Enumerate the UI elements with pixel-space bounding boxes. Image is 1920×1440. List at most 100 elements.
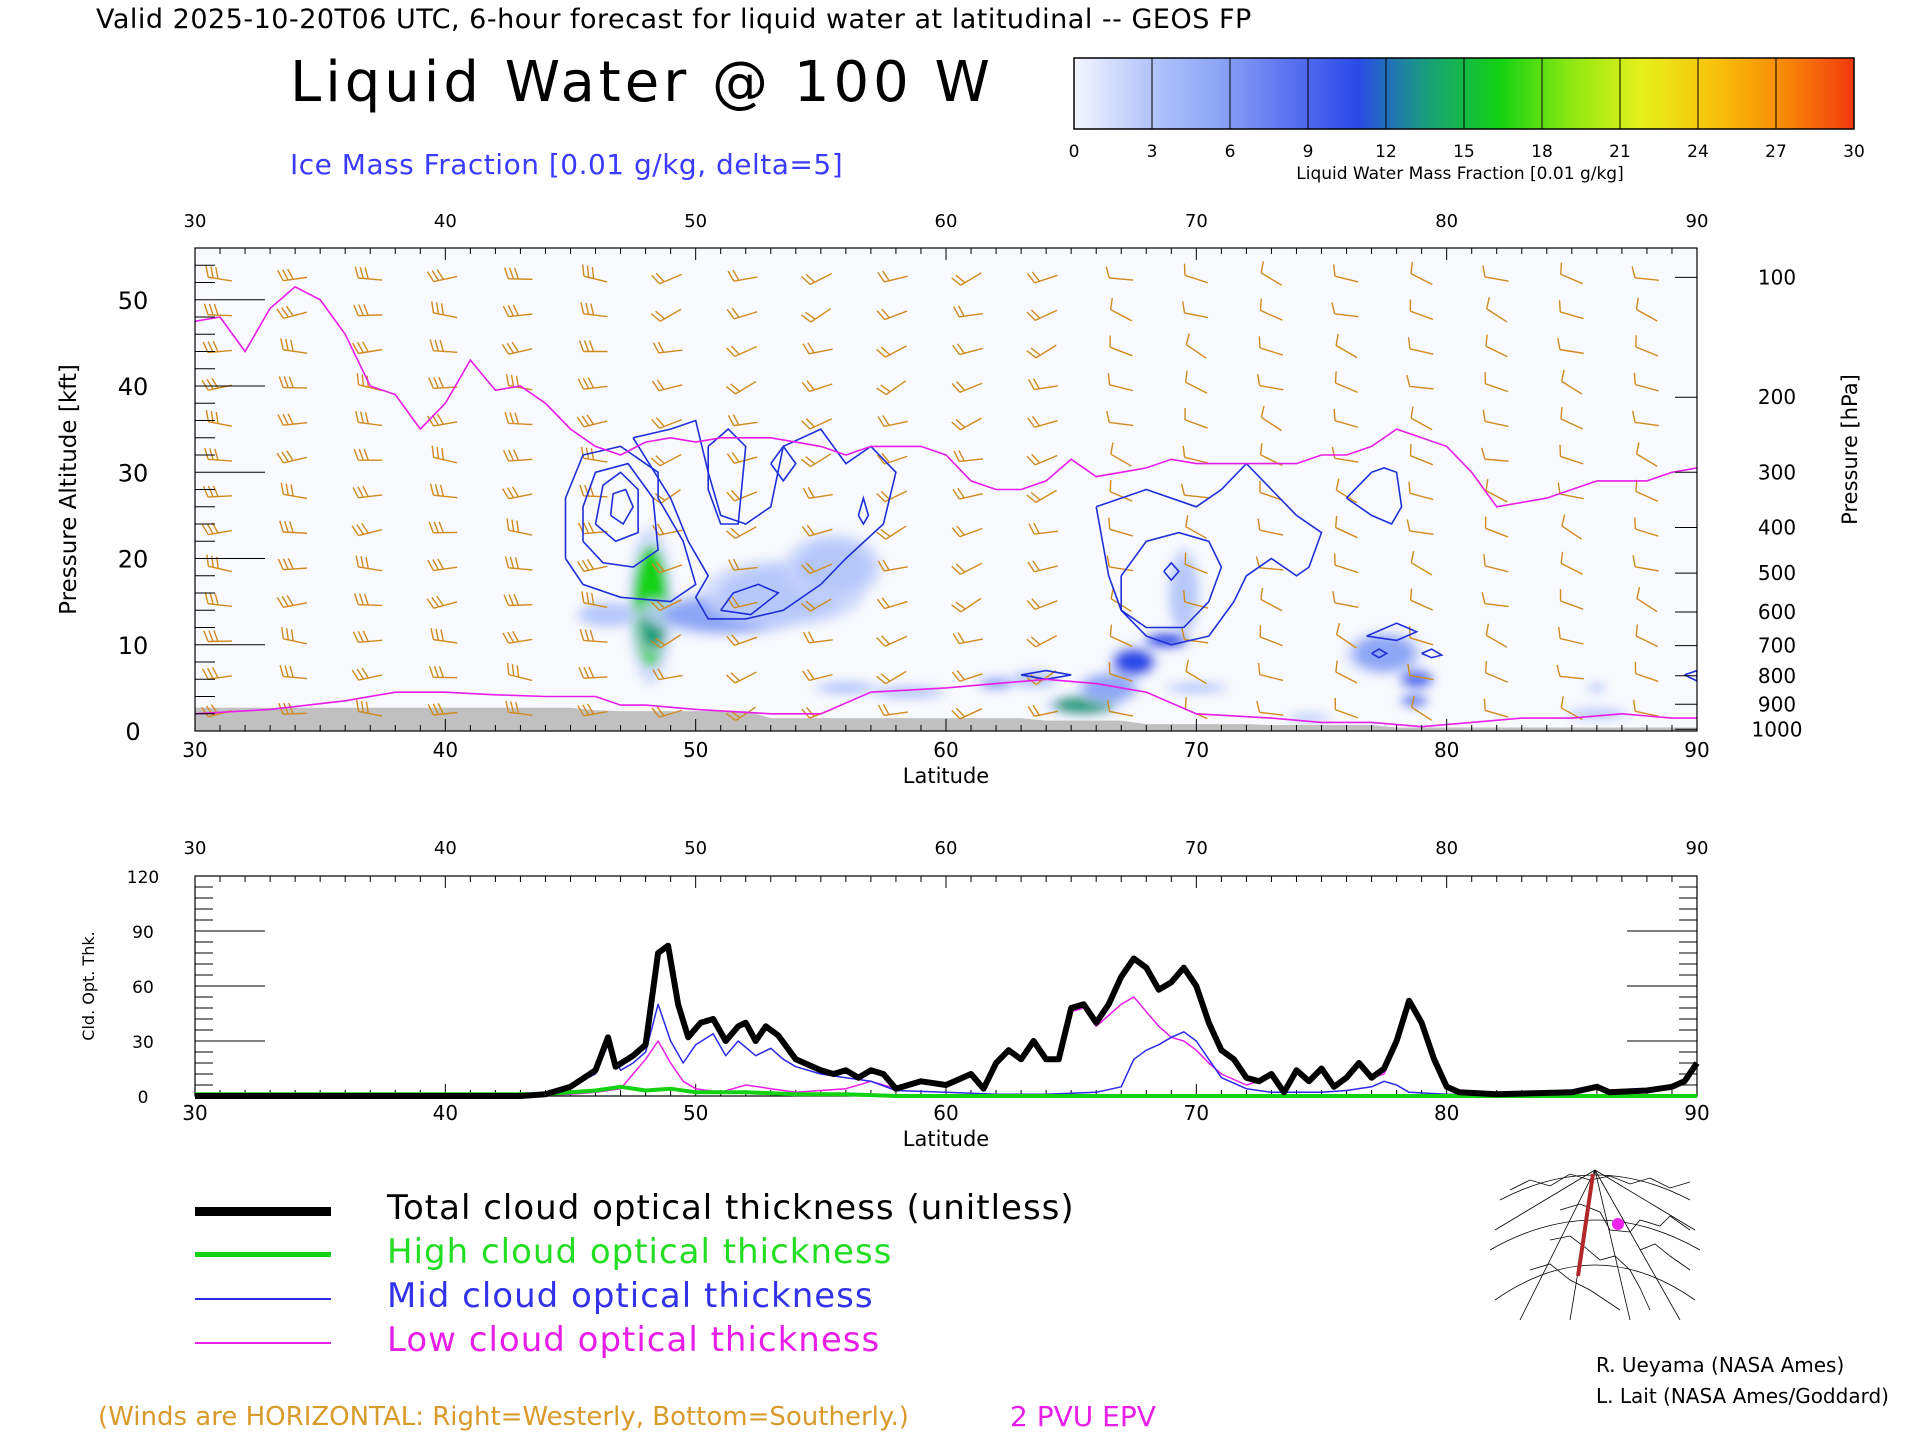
wind-barb — [1485, 297, 1508, 323]
wind-barb-shaft — [659, 453, 682, 467]
wind-barb-flag — [655, 272, 665, 283]
x-tick-label-top: 40 — [434, 211, 457, 232]
wind-barb-flag — [1028, 523, 1035, 535]
wind-barb-shaft — [959, 347, 983, 356]
wind-barb-shaft — [1109, 491, 1133, 502]
colorbar-title: Liquid Water Mass Fraction [0.01 g/kg] — [1296, 164, 1624, 184]
wind-barb-shaft — [1560, 455, 1584, 465]
wind-barb-flag — [276, 596, 284, 608]
wind-barb-flag — [880, 490, 891, 500]
wind-barb-shaft — [1559, 493, 1584, 500]
wind-barb — [578, 666, 608, 679]
wind-barb-shaft — [885, 670, 907, 685]
wind-barb-shaft — [1485, 345, 1508, 358]
wind-barb — [1483, 554, 1509, 573]
wind-barb-flag — [504, 556, 510, 568]
wind-barb-shaft — [1636, 308, 1658, 322]
pvu-note: 2 PVU EPV — [1010, 1400, 1156, 1433]
wind-barb-flag — [655, 417, 665, 427]
wind-barb-flag — [802, 670, 810, 681]
wind-barb-flag — [433, 666, 439, 678]
wind-barb-flag — [579, 484, 585, 497]
wind-barb — [1559, 589, 1584, 610]
wind-barb-flag — [508, 449, 515, 461]
wind-barb-shaft — [583, 639, 608, 643]
x-tick-label-top: 30 — [184, 838, 207, 859]
pressure-tick-label: 400 — [1758, 515, 1796, 539]
wind-barb — [1633, 372, 1659, 392]
wind-barb — [876, 635, 908, 647]
wind-barb-flag — [1030, 347, 1041, 356]
wind-barb-flag — [1409, 588, 1413, 601]
wind-barb-flag — [1031, 453, 1041, 464]
wind-barb-shaft — [1484, 565, 1509, 573]
wind-barb-flag — [805, 311, 816, 320]
wind-barb-flag — [1183, 263, 1186, 276]
wind-barb-flag — [501, 344, 510, 355]
wind-barb — [354, 266, 383, 281]
pressure-tick-label: 800 — [1758, 664, 1796, 688]
wind-barb-flag — [801, 564, 811, 575]
wind-barb — [1635, 442, 1658, 467]
wind-barb-flag — [508, 267, 515, 280]
wind-barb-flag — [1634, 661, 1637, 674]
wind-barb — [1634, 517, 1659, 537]
wind-barb-flag — [434, 484, 440, 496]
x-tick-label: 80 — [1434, 738, 1459, 762]
wind-barb-shaft — [885, 345, 907, 358]
wind-barb-shaft — [1259, 529, 1284, 536]
wind-barb-shaft — [1409, 385, 1434, 390]
wind-barb-flag — [801, 381, 810, 392]
wind-barb-flag — [432, 559, 440, 571]
liquid-water-cross-section: 30 30 40 40 50 50 60 60 70 70 80 80 90 90 Latitude 0 10 2… — [56, 211, 1862, 788]
y-tick-label: 40 — [118, 373, 149, 401]
wind-barb — [502, 486, 533, 500]
wind-barb-flag — [583, 340, 590, 352]
wind-barb-flag — [1485, 479, 1489, 491]
wind-barb — [1561, 514, 1583, 540]
wind-barb-shaft — [1635, 710, 1659, 717]
wind-barb — [355, 699, 383, 717]
wind-barb-shaft — [884, 635, 908, 647]
wind-barb-flag — [512, 304, 520, 316]
wind-barb-shaft — [885, 525, 907, 540]
wind-barb — [1185, 333, 1207, 359]
wind-barb-flag — [586, 414, 595, 425]
wind-barb-shaft — [810, 307, 832, 323]
wind-barb-flag — [1407, 663, 1411, 676]
y-tick-label: 60 — [132, 978, 154, 998]
wind-barb-shaft — [734, 671, 757, 684]
colorbar-tick-label: 6 — [1224, 142, 1236, 162]
wind-barb-flag — [440, 303, 445, 316]
wind-barb-flag — [726, 674, 736, 684]
wind-barb — [427, 703, 458, 716]
wind-barb-flag — [580, 302, 585, 314]
wind-barb-shaft — [1185, 381, 1208, 394]
wind-barb-flag — [201, 379, 209, 391]
wind-barb-flag — [1105, 266, 1110, 279]
wind-barb — [1259, 625, 1283, 647]
wind-barb-flag — [801, 458, 812, 468]
wind-barb-flag — [582, 522, 590, 534]
wind-barb-flag — [1409, 443, 1412, 456]
wind-barb-shaft — [1109, 566, 1134, 572]
y-tick-label: 50 — [118, 287, 149, 315]
wind-barb-flag — [876, 675, 887, 685]
wind-barb-flag — [1407, 337, 1411, 349]
colorbar-tick-label: 9 — [1302, 142, 1314, 162]
wind-barb — [431, 445, 458, 464]
wind-barb — [1560, 262, 1584, 285]
wind-barb-flag — [436, 269, 444, 280]
wind-barb-flag — [204, 447, 209, 460]
wind-barb-flag — [286, 595, 294, 606]
wind-barb — [352, 341, 383, 355]
wind-barb-flag — [204, 592, 209, 604]
wind-barb-flag — [1557, 337, 1561, 350]
wind-barb-flag — [578, 667, 585, 679]
wind-barb-flag — [1184, 408, 1186, 420]
wind-barb-flag — [1560, 369, 1565, 382]
wind-barb — [1335, 478, 1358, 504]
wind-barb-flag — [807, 631, 815, 643]
y-tick-label: 10 — [118, 632, 149, 660]
liquid-water-cell — [1354, 636, 1415, 671]
